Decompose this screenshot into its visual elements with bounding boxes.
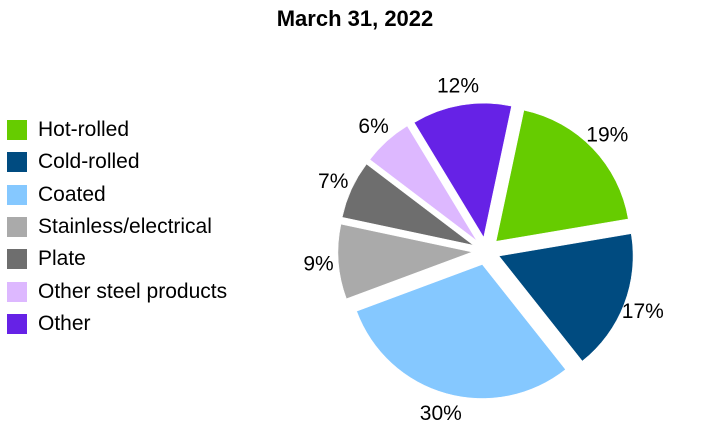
legend-swatch	[7, 184, 27, 205]
slice-data-label: 30%	[420, 402, 462, 425]
legend-label: Stainless/electrical	[38, 215, 212, 239]
pie-slice-other	[413, 102, 512, 238]
legend-label: Coated	[38, 182, 106, 206]
slice-data-label: 6%	[358, 115, 388, 138]
legend-swatch	[7, 217, 27, 238]
pie-slice-stainless-electrical	[337, 223, 473, 300]
slice-data-label: 17%	[622, 300, 664, 323]
legend-label: Hot-rolled	[38, 118, 130, 142]
legend-swatch	[7, 120, 27, 141]
slice-data-label: 7%	[318, 170, 348, 193]
pie-slice-coated	[356, 264, 566, 399]
legend-item: Other	[7, 308, 227, 340]
legend-label: Plate	[38, 247, 86, 271]
legend-label: Other steel products	[38, 279, 228, 303]
chart-legend: Hot-rolled Cold-rolled Coated Stainless/ele…	[7, 114, 227, 340]
legend-label: Other	[38, 311, 91, 335]
legend-swatch	[7, 249, 27, 270]
pie-slice-hot-rolled	[495, 109, 629, 242]
legend-item: Cold-rolled	[7, 146, 227, 178]
slice-data-label: 9%	[303, 252, 333, 275]
legend-swatch	[7, 152, 27, 173]
legend-label: Cold-rolled	[38, 150, 140, 174]
legend-item: Coated	[7, 179, 227, 211]
legend-swatch	[7, 313, 27, 334]
pie-slice-cold-rolled	[498, 233, 634, 362]
legend-item: Other steel products	[7, 275, 227, 307]
pie-slice-plate	[341, 163, 474, 246]
pie-slice-other-steel-products	[369, 125, 477, 241]
legend-swatch	[7, 281, 27, 302]
slice-data-label: 12%	[437, 74, 479, 97]
slice-data-label: 19%	[586, 124, 628, 147]
chart-title: March 31, 2022	[276, 6, 434, 31]
legend-item: Plate	[7, 243, 227, 275]
legend-item: Hot-rolled	[7, 114, 227, 146]
legend-item: Stainless/electrical	[7, 211, 227, 243]
